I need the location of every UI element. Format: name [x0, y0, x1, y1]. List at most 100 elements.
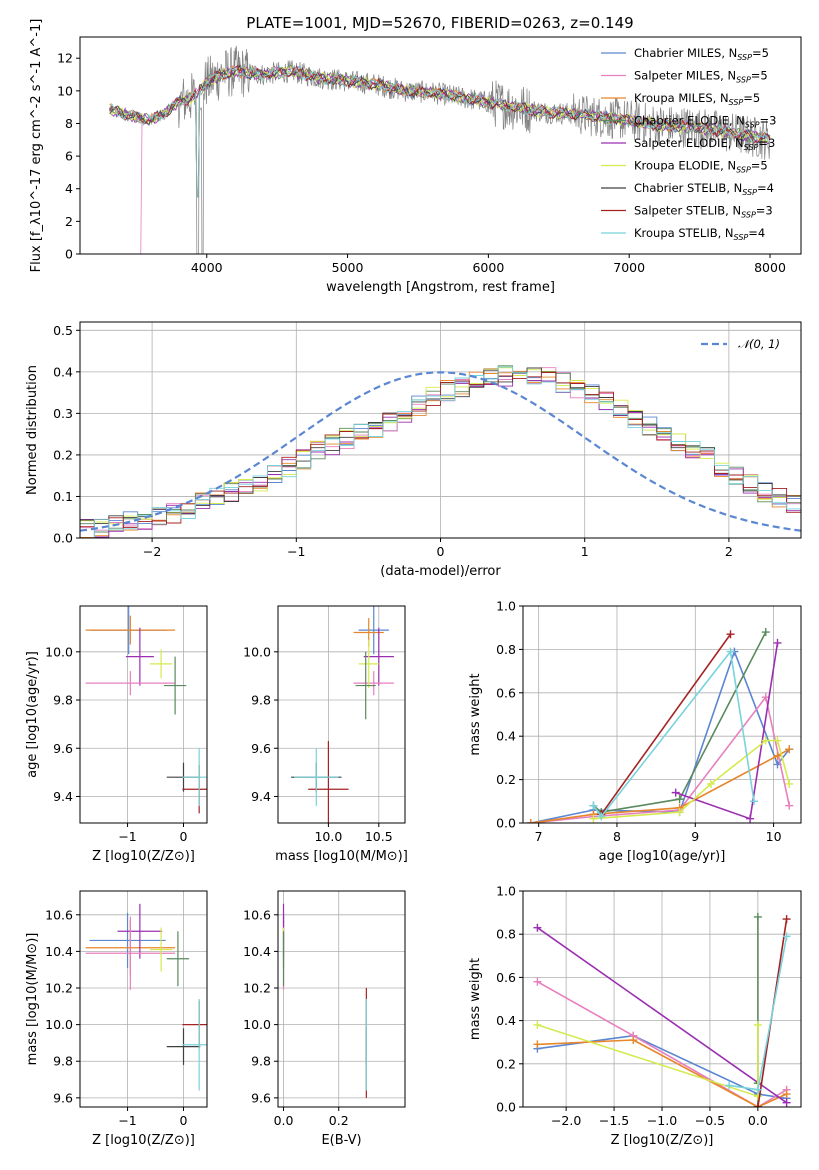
x-tick-label: 5000	[332, 260, 364, 275]
weight-marker	[725, 1081, 734, 1090]
weight-line	[537, 981, 788, 1107]
weight-marker	[726, 647, 735, 656]
histogram-line	[80, 365, 801, 533]
y-tick-label: 9.6	[53, 741, 73, 756]
y-tick-label: 0.2	[496, 772, 516, 787]
weight-marker	[761, 736, 770, 745]
y-tick-label: 0.0	[53, 531, 73, 546]
y-tick-label: 10.2	[243, 981, 271, 996]
x-tick-label: −1	[118, 829, 136, 844]
x-tick-label: −1	[118, 1113, 136, 1128]
weight-marker	[785, 745, 794, 754]
y-tick-label: 0.0	[496, 816, 516, 831]
y-tick-label: 9.8	[53, 1054, 73, 1069]
weight-marker	[675, 795, 684, 804]
weight-marker	[753, 1103, 762, 1107]
legend-entry: Chabrier STELIB, NSSP=4	[634, 181, 774, 197]
error-bar-point	[85, 671, 176, 696]
weight-line	[592, 649, 755, 818]
y-tick-label: 9.8	[251, 1054, 271, 1069]
y-tick-label: 1.0	[496, 884, 516, 899]
error-bar-point	[353, 671, 394, 696]
figure-title: PLATE=1001, MJD=52670, FIBERID=0263, z=0…	[246, 14, 633, 32]
weight-line	[592, 631, 767, 813]
x-tick-label: 9	[691, 829, 699, 844]
weight-marker	[629, 1036, 638, 1045]
y-tick-label: 8	[65, 116, 73, 131]
model-line	[109, 64, 771, 198]
weight-marker	[533, 977, 542, 986]
weight-marker	[597, 812, 606, 821]
x-tick-label: −1	[287, 544, 305, 559]
error-bar-point	[85, 916, 176, 990]
axes-frame	[277, 890, 406, 1108]
weight-marker	[533, 923, 542, 932]
axes-residuals: −2 −1 0 1 2 0.0 0.1 0.2 0.3 0.4 0.5 (data-model)/er…	[25, 321, 802, 579]
weight-marker	[526, 819, 535, 823]
weight-marker	[753, 912, 762, 921]
weight-line	[530, 649, 790, 823]
legend-entry: Salpeter MILES, NSSP=5	[634, 69, 768, 85]
y-tick-label: 9.8	[251, 693, 271, 708]
plot-area	[526, 628, 794, 823]
x-tick-label: 7000	[613, 260, 645, 275]
y-tick-label: 0.1	[53, 489, 73, 504]
y-tick-label: 9.6	[251, 741, 271, 756]
error-bar-point	[358, 639, 379, 688]
y-tick-label: 10.0	[243, 1017, 271, 1032]
x-tick-label: 0	[437, 544, 445, 559]
y-tick-label: 0.8	[496, 927, 516, 942]
legend-entry: 𝒩(0, 1)	[738, 337, 780, 351]
error-bar-point	[149, 649, 173, 679]
y-tick-label: 0.6	[496, 970, 516, 985]
legend-entry: Kroupa ELODIE, NSSP=5	[634, 159, 768, 175]
y-tick-label: 12	[57, 51, 73, 66]
error-bar-point	[182, 999, 207, 1091]
error-bar-point	[308, 741, 349, 823]
plot-area	[533, 912, 791, 1107]
x-axis-label: (data-model)/error	[380, 564, 501, 579]
axes-age-vs-mass: 10.0 10.5 9.4 9.6 9.8 10.0 mass [log10(M/M⊙)]	[243, 605, 408, 864]
x-tick-label: −1.0	[647, 1113, 677, 1128]
weight-line	[536, 927, 788, 1104]
plot-area	[85, 606, 207, 814]
legend-entry: Salpeter ELODIE, NSSP=3	[634, 136, 775, 152]
y-tick-label: 0.6	[496, 685, 516, 700]
x-tick-label: 0.0	[748, 1113, 768, 1128]
weight-marker	[533, 1020, 542, 1029]
error-bar-point	[89, 912, 166, 968]
axes-mass-weight-vs-Z: −2.0 −1.5 −1.0 −0.5 0.0 0.0 0.2 0.4 0.6 0.8 1.0 Z […	[468, 884, 802, 1148]
weight-marker	[706, 779, 715, 788]
y-tick-label: 10	[57, 83, 73, 98]
y-tick-label: 0.4	[53, 364, 73, 379]
charts-root: 4000 5000 6000 7000 8000024681012wavelength …	[25, 19, 802, 1148]
x-tick-label: 10.0	[314, 829, 342, 844]
y-tick-label: 10.4	[45, 944, 73, 959]
y-tick-label: 0	[65, 247, 73, 262]
y-tick-label: 9.4	[53, 789, 73, 804]
x-axis-label: Z [log10(Z/Z⊙)]	[611, 1133, 714, 1148]
y-tick-label: 10.0	[45, 644, 73, 659]
y-tick-label: 9.8	[53, 693, 73, 708]
y-tick-label: 9.4	[251, 789, 271, 804]
y-tick-label: 4	[65, 181, 73, 196]
x-tick-label: 6000	[472, 260, 504, 275]
axes-frame	[79, 36, 802, 255]
y-tick-label: 0.5	[53, 323, 73, 338]
x-tick-label: −2	[143, 544, 161, 559]
x-axis-label: mass [log10(M/M⊙)]	[275, 849, 408, 864]
weight-line	[600, 633, 732, 815]
x-tick-label: 0.2	[329, 1113, 349, 1128]
x-tick-label: 10	[766, 829, 782, 844]
y-tick-label: 0.4	[496, 729, 516, 744]
plot-area	[282, 903, 367, 1098]
weight-marker	[675, 808, 684, 817]
axes-mass-weight-vs-age: 7 8 9 10 0.0 0.2 0.4 0.6 0.8 1.0 age [log10(age/yr…	[468, 599, 802, 864]
error-bar-point	[294, 748, 339, 807]
legend-entry: Kroupa STELIB, NSSP=4	[634, 226, 765, 242]
axes-frame	[79, 890, 208, 1108]
y-axis-label: age [log10(age/yr)]	[25, 651, 40, 778]
y-tick-label: 10.0	[243, 644, 271, 659]
plot-area	[80, 365, 801, 538]
error-bar-point	[182, 748, 207, 807]
